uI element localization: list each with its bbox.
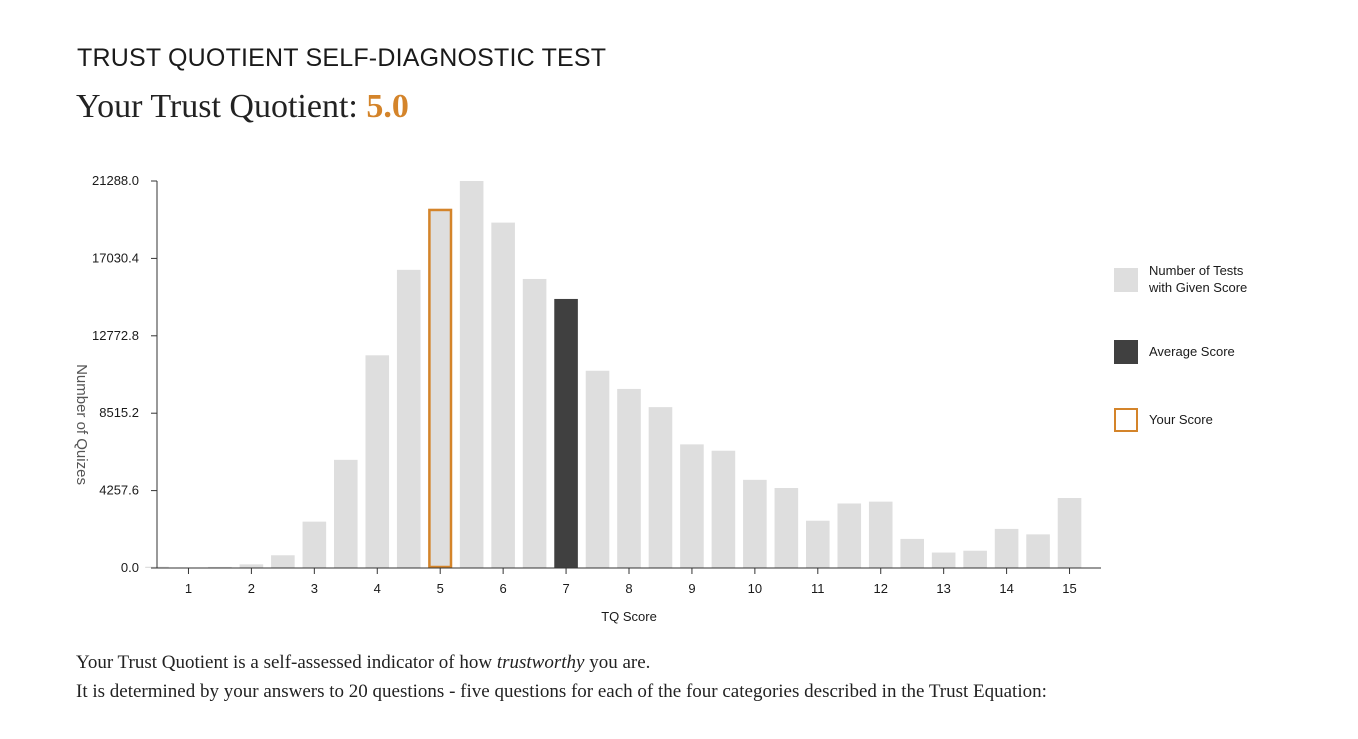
x-tick-label: 5 — [437, 581, 444, 596]
emphasis-trustworthy: trustworthy — [496, 652, 585, 673]
bar-x-8-5 — [648, 407, 673, 568]
bar-x-10-5 — [774, 488, 799, 568]
y-tick-label: 12772.8 — [92, 328, 139, 343]
description-line-1: Your Trust Quotient is a self-assessed i… — [76, 652, 651, 673]
description-line-2: It is determined by your answers to 20 q… — [76, 681, 1047, 702]
bar-x-9-5 — [711, 450, 736, 568]
x-tick-label: 14 — [999, 581, 1013, 596]
bar-x-2 — [239, 564, 264, 568]
legend-label-your-score: Your Score — [1149, 411, 1213, 427]
bar-x-7 — [554, 298, 578, 568]
trust-quotient-heading: Your Trust Quotient: 5.0 — [76, 88, 409, 126]
bar-x-4-5 — [396, 269, 421, 568]
y-tick-label: 8515.2 — [99, 405, 139, 420]
legend-item-average: Average Score — [1114, 340, 1259, 364]
bar-x-12 — [868, 501, 893, 568]
bar-x-5-5 — [459, 181, 484, 568]
y-axis-title: Number of Quizes — [73, 364, 90, 485]
x-tick-label: 4 — [374, 581, 381, 596]
x-tick-label: 6 — [500, 581, 507, 596]
trust-quotient-label: Your Trust Quotient: — [76, 88, 367, 125]
legend-swatch-your-score — [1114, 408, 1138, 432]
bar-x-15 — [1057, 498, 1082, 568]
y-tick-label: 4257.6 — [99, 483, 139, 498]
description: Your Trust Quotient is a self-assessed i… — [76, 648, 1047, 706]
y-tick-label: 21288.0 — [92, 173, 139, 188]
legend-label-average: Average Score — [1149, 343, 1235, 359]
legend-swatch-average — [1114, 340, 1138, 364]
your-score-outline — [428, 208, 453, 569]
bar-x-6 — [491, 222, 515, 568]
x-tick-label: 8 — [625, 581, 632, 596]
x-tick-label: 13 — [936, 581, 950, 596]
legend-label-tests: Number of Tests with Given Score — [1149, 263, 1248, 295]
y-tick-label: 0.0 — [121, 560, 139, 575]
bar-x-1-5 — [208, 566, 232, 568]
x-tick-label: 7 — [562, 581, 569, 596]
x-tick-label: 12 — [873, 581, 887, 596]
bar-x-13 — [931, 552, 956, 568]
x-tick-label: 1 — [185, 581, 192, 596]
x-tick-label: 2 — [248, 581, 255, 596]
x-tick-label: 9 — [688, 581, 695, 596]
bar-x-11-5 — [837, 503, 862, 568]
legend-item-tests: Number of Tests with Given Score — [1114, 263, 1259, 296]
bar-x-14 — [994, 528, 1019, 568]
bar-x-7-5 — [585, 370, 610, 568]
bar-x-11 — [806, 520, 830, 568]
trust-quotient-value: 5.0 — [366, 88, 409, 125]
bar-x-6-5 — [522, 278, 547, 568]
legend-swatch-tests — [1114, 267, 1138, 292]
legend-item-your-score: Your Score — [1114, 408, 1259, 432]
bar-x-3-5 — [334, 459, 358, 568]
x-tick-label: 11 — [811, 581, 825, 596]
bar-x-9 — [680, 444, 704, 568]
bar-x-8 — [617, 388, 641, 568]
bars-group — [145, 181, 1082, 568]
bar-x-13-5 — [963, 550, 987, 568]
bar-x-12-5 — [900, 538, 924, 568]
bar-x-2-5 — [271, 555, 295, 568]
bar-x-14-5 — [1026, 534, 1050, 568]
y-tick-label: 17030.4 — [92, 250, 139, 265]
your-score-highlight-group — [428, 208, 453, 569]
x-tick-label: 10 — [748, 581, 762, 596]
page-title: TRUST QUOTIENT SELF-DIAGNOSTIC TEST — [77, 44, 607, 72]
bar-x-10 — [743, 479, 767, 568]
x-tick-label: 15 — [1062, 581, 1076, 596]
x-axis-title: TQ Score — [601, 609, 657, 624]
bar-x-5 — [428, 208, 452, 568]
bar-x-4 — [365, 355, 390, 568]
x-tick-label: 3 — [311, 581, 318, 596]
bar-x-3 — [302, 521, 327, 568]
